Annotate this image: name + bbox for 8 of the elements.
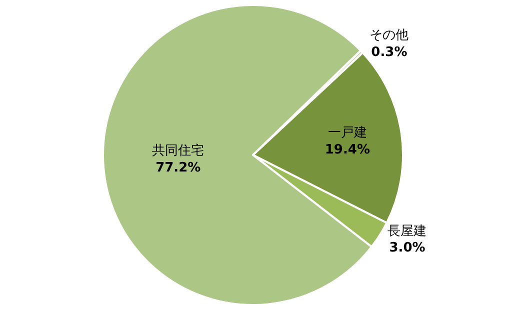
data-label: 0.3% xyxy=(371,45,408,60)
data-label: 77.2% xyxy=(156,160,201,176)
data-label: 19.4% xyxy=(324,142,370,158)
slice-label: 一戸建 xyxy=(328,126,367,141)
slice-label: 共同住宅 xyxy=(152,142,204,159)
slice-label: その他 xyxy=(370,28,409,44)
data-label: 3.0% xyxy=(389,240,426,256)
slice-label: 長屋建 xyxy=(388,224,427,239)
